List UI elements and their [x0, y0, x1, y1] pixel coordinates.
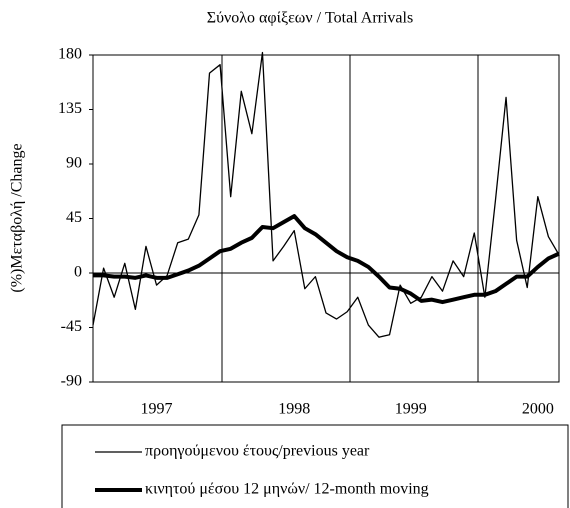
- chart-title: Σύνολο αφίξεων / Total Arrivals: [207, 10, 413, 27]
- y-tick-label: 0: [74, 264, 82, 281]
- y-tick-label: 45: [66, 209, 82, 226]
- y-axis-label: (%)Μεταβολή /Change: [9, 143, 26, 292]
- y-tick-label: -45: [61, 318, 82, 335]
- legend-label: προηγούμενου έτους/previous year: [145, 443, 370, 460]
- x-tick-label: 1998: [278, 401, 310, 418]
- y-tick-label: -90: [61, 373, 82, 390]
- y-tick-label: 135: [58, 100, 82, 117]
- x-tick-label: 2000: [522, 401, 554, 418]
- x-tick-label: 1999: [395, 401, 427, 418]
- legend-label: κινητού μέσου 12 μηνών/ 12-month moving: [145, 481, 429, 498]
- y-tick-label: 90: [66, 155, 82, 172]
- series-line: [92, 51, 560, 338]
- y-tick-label: 180: [58, 46, 82, 63]
- x-tick-label: 1997: [141, 401, 173, 418]
- plot-frame: [92, 54, 560, 383]
- series-line: [93, 214, 560, 305]
- legend-box: [61, 424, 569, 508]
